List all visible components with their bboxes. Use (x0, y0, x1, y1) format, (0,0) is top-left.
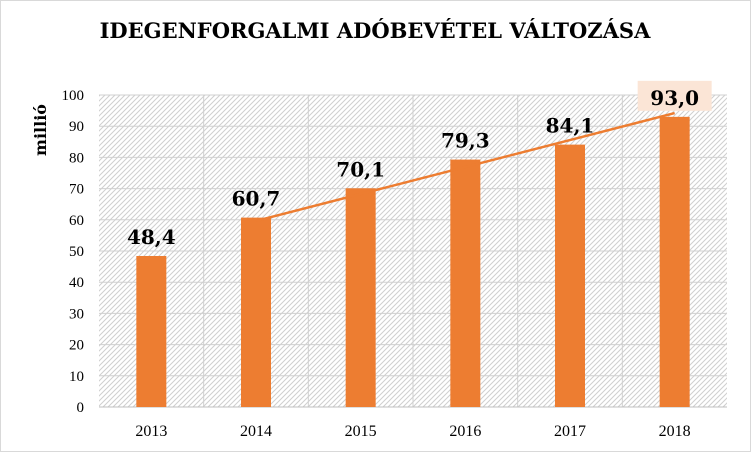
data-label-2014: 60,7 (232, 187, 281, 211)
bar-2015 (345, 188, 376, 407)
y-tick-label: 70 (69, 182, 84, 198)
trendline (255, 111, 675, 223)
data-labels: 48,4 60,7 70,1 79,3 84,1 93,0 (127, 80, 712, 249)
y-tick-label: 0 (77, 400, 85, 416)
x-tick-label: 2014 (240, 423, 272, 440)
bars (136, 116, 690, 407)
x-tick-label: 2017 (554, 423, 586, 440)
gridlines (99, 94, 727, 408)
x-tick-label: 2016 (449, 423, 481, 440)
y-axis-label: millió (31, 104, 50, 156)
data-label-2015: 70,1 (336, 157, 385, 181)
y-tick-label: 60 (69, 213, 84, 229)
bar-2018 (659, 116, 690, 407)
bar-2013 (136, 255, 167, 407)
y-tick-label: 50 (69, 244, 84, 260)
y-tick-label: 30 (69, 306, 84, 322)
x-axis-ticks: 2013 2014 2015 2016 2017 2018 (135, 423, 690, 440)
chart-title: IDEGENFORGALMI ADÓBEVÉTEL VÁLTOZÁSA (100, 18, 651, 43)
y-tick-label: 10 (69, 369, 84, 385)
data-label-2017: 84,1 (546, 114, 595, 138)
bar-2017 (555, 144, 585, 407)
y-tick-label: 90 (69, 119, 84, 135)
data-label-2018: 93,0 (650, 86, 699, 110)
data-label-2016: 79,3 (441, 129, 490, 153)
y-tick-label: 40 (69, 275, 84, 291)
data-label-2013: 48,4 (127, 225, 176, 249)
y-tick-label: 80 (69, 150, 84, 166)
bar-2016 (450, 159, 481, 407)
y-tick-label: 20 (69, 338, 84, 354)
x-tick-label: 2018 (659, 423, 691, 440)
y-axis-ticks: 0 10 20 30 40 50 60 70 80 90 100 (62, 88, 85, 416)
data-label-highlight-bg (637, 80, 712, 111)
y-tick-label: 100 (62, 88, 85, 104)
x-tick-label: 2015 (345, 423, 377, 440)
trendline-group (255, 111, 675, 223)
bar-2014 (241, 217, 271, 407)
x-tick-label: 2013 (135, 423, 167, 440)
